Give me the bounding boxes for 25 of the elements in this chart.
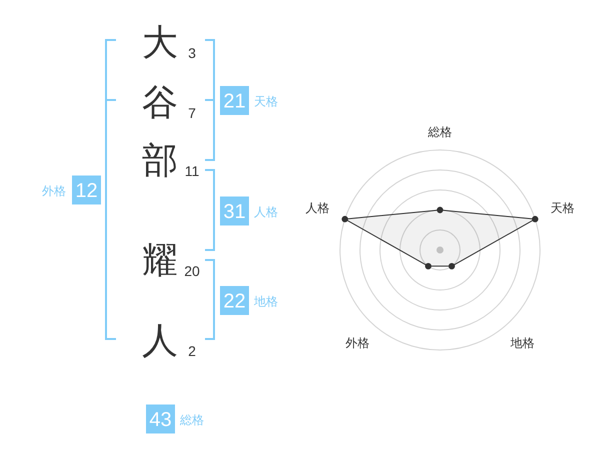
spoke-label: 天格 bbox=[550, 201, 575, 216]
category-label: 部 bbox=[142, 140, 178, 180]
text: 12 bbox=[75, 180, 98, 202]
text: 21 bbox=[223, 90, 246, 112]
text: 人格 bbox=[254, 205, 278, 219]
data-label: 2 bbox=[188, 343, 196, 359]
category-label: 耀 bbox=[142, 240, 178, 280]
text: 総格 bbox=[179, 413, 204, 427]
spoke-label: 地格 bbox=[510, 336, 535, 350]
data-label: 20 bbox=[184, 263, 200, 279]
category-label: 人 bbox=[142, 320, 178, 360]
category-label: 大 bbox=[142, 22, 178, 62]
text: 43 bbox=[149, 409, 172, 431]
spoke-label: 人格 bbox=[305, 201, 330, 216]
text: 22 bbox=[223, 290, 246, 312]
category-label: 谷 bbox=[142, 82, 178, 122]
spoke-label: 外格 bbox=[345, 336, 370, 350]
data-label: 7 bbox=[188, 105, 196, 121]
text: 31 bbox=[223, 201, 246, 223]
spoke-label: 総格 bbox=[427, 125, 452, 139]
data-label: 3 bbox=[188, 45, 196, 61]
text: 外格 bbox=[42, 184, 66, 198]
text: 地格 bbox=[253, 294, 278, 308]
text: 天格 bbox=[254, 94, 278, 108]
data-label: 11 bbox=[184, 163, 200, 179]
